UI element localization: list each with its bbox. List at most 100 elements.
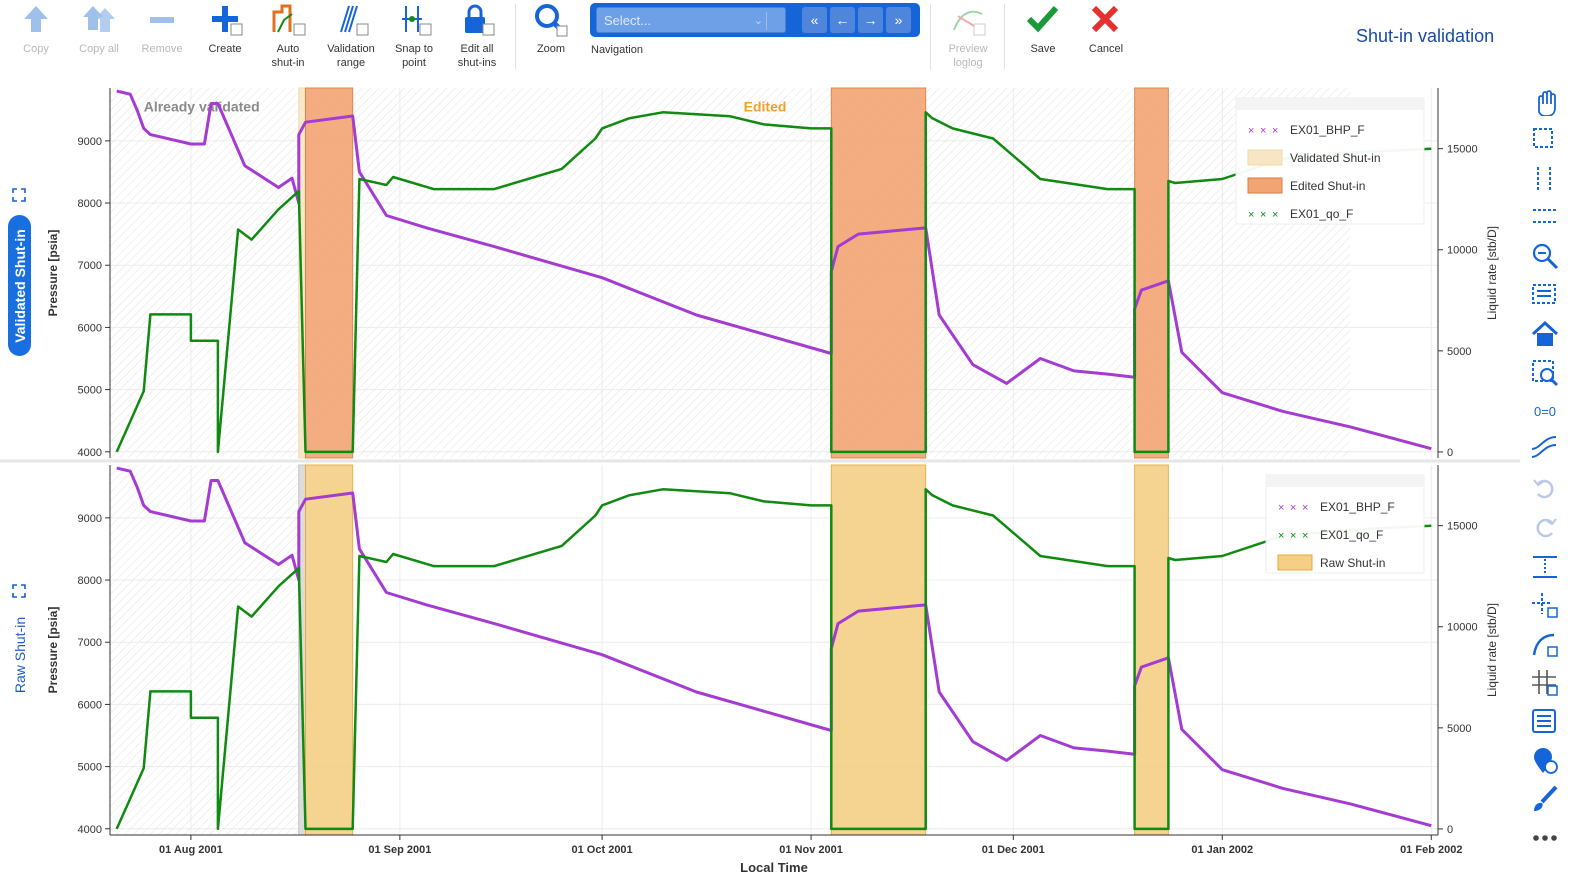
copy-all-button[interactable]: Copy all bbox=[69, 2, 129, 56]
toolbar-button-label: Snap to point bbox=[395, 43, 433, 69]
vertical-range-icon[interactable] bbox=[1530, 552, 1560, 582]
ex01-qo-f-series bbox=[115, 111, 1432, 454]
legend-header bbox=[1236, 98, 1424, 110]
legend-marker: × bbox=[1260, 209, 1266, 221]
zoom-out-icon[interactable] bbox=[1530, 241, 1560, 271]
previous-shutin-button[interactable]: ← bbox=[830, 7, 855, 33]
first-shutin-button[interactable]: « bbox=[802, 7, 827, 33]
auto-shutin-icon bbox=[272, 4, 306, 36]
legend-marker: × bbox=[1302, 530, 1308, 542]
x-axis-label: Local Time bbox=[740, 860, 808, 875]
navigation-select[interactable]: Select... ⌄ bbox=[596, 7, 786, 33]
paint-brush-icon[interactable] bbox=[1530, 784, 1560, 814]
legend-marker: × bbox=[1290, 502, 1296, 514]
minus-icon bbox=[150, 17, 174, 23]
y2-axis-label: Liquid rate [stb/D] bbox=[1485, 226, 1499, 320]
box-zoom-icon[interactable] bbox=[1530, 280, 1560, 310]
undo-icon[interactable] bbox=[1530, 474, 1560, 504]
box-select-icon[interactable] bbox=[1530, 125, 1560, 155]
raw-shutin-band bbox=[1134, 464, 1169, 836]
legend-label: Edited Shut-in bbox=[1290, 179, 1365, 193]
legend-swatch bbox=[1247, 177, 1283, 194]
edited-shutin-band bbox=[304, 87, 354, 459]
navigation-label: Navigation bbox=[591, 44, 643, 56]
chart-validated: Already validated Edited 4000 5000 6000 7000 8… bbox=[46, 87, 1499, 459]
y-tick-label: 6000 bbox=[78, 322, 102, 334]
next-shutin-button[interactable]: → bbox=[858, 7, 883, 33]
x-tick-label: 01 Oct 2001 bbox=[572, 844, 633, 856]
magnifier-icon bbox=[535, 4, 568, 37]
y2-tick-label: 5000 bbox=[1447, 346, 1471, 358]
y-tick-label: 5000 bbox=[78, 762, 102, 774]
y-tick-label: 4000 bbox=[78, 824, 102, 836]
last-shutin-button[interactable]: » bbox=[886, 7, 911, 33]
x-tick-label: 01 Aug 2001 bbox=[159, 844, 223, 856]
navigation-select-placeholder: Select... bbox=[604, 13, 651, 28]
chevron-down-icon[interactable]: ⌄ bbox=[753, 15, 763, 27]
legend-table-icon[interactable] bbox=[1530, 707, 1560, 737]
zero-equals-zero-icon[interactable]: 0=0 bbox=[1530, 396, 1560, 426]
expand-icon[interactable] bbox=[12, 584, 26, 598]
y2-tick-label: 5000 bbox=[1447, 723, 1471, 735]
hover-curve-icon[interactable] bbox=[1530, 629, 1560, 659]
x-range-select-icon[interactable] bbox=[1530, 164, 1560, 194]
toolbar-button-label: Copy all bbox=[79, 43, 119, 55]
y-tick-label: 7000 bbox=[78, 637, 102, 649]
preview-loglog-button[interactable]: Preview loglog bbox=[938, 2, 998, 70]
toolbar-separator bbox=[930, 4, 931, 70]
remove-button[interactable]: Remove bbox=[132, 2, 192, 56]
y-tick-label: 9000 bbox=[78, 513, 102, 525]
toolbar-button-label: Save bbox=[1030, 43, 1056, 55]
edit-all-shut-ins-button[interactable]: Edit all shut-ins bbox=[447, 2, 507, 70]
grid-icon[interactable] bbox=[1530, 668, 1560, 698]
x-tick-label: 01 Dec 2001 bbox=[982, 844, 1045, 856]
toolbar-button-label: Preview loglog bbox=[948, 43, 988, 69]
create-button[interactable]: Create bbox=[195, 2, 255, 56]
home-icon[interactable] bbox=[1530, 319, 1560, 349]
validation-range-button[interactable]: Validation range bbox=[321, 2, 381, 70]
zoom-to-fit-icon[interactable] bbox=[1530, 358, 1560, 388]
legend-header bbox=[1266, 475, 1424, 487]
y2-tick-label: 0 bbox=[1447, 447, 1453, 459]
curve-smooth-icon[interactable] bbox=[1530, 435, 1560, 465]
tab-validated-shutin[interactable]: Validated Shut-in bbox=[8, 215, 31, 356]
chart-legend: × × × EX01_BHP_F × × × EX01_qo_F Raw Shut-in bbox=[1265, 474, 1425, 574]
x-tick-label: 01 Sep 2001 bbox=[368, 844, 431, 856]
legend-marker: × bbox=[1248, 209, 1254, 221]
edited-shutin-band bbox=[1134, 87, 1169, 459]
y-tick-label: 6000 bbox=[78, 699, 102, 711]
annotation-label: Edited bbox=[744, 99, 787, 115]
toolbar-button-label: Cancel bbox=[1088, 43, 1124, 55]
zoom-button[interactable]: Zoom bbox=[521, 2, 581, 56]
y2-tick-label: 10000 bbox=[1447, 245, 1478, 257]
more-icon[interactable] bbox=[1530, 823, 1560, 853]
toolbar-button-label: Remove bbox=[141, 43, 183, 55]
lock-icon bbox=[465, 4, 495, 36]
crosshair-icon[interactable] bbox=[1530, 590, 1560, 620]
raw-shutin-band bbox=[304, 464, 354, 836]
legend-marker: × bbox=[1260, 125, 1266, 137]
y-range-select-icon[interactable] bbox=[1530, 202, 1560, 232]
checkmark-icon bbox=[1026, 5, 1059, 33]
y2-tick-label: 15000 bbox=[1447, 521, 1478, 533]
y-tick-label: 8000 bbox=[78, 575, 102, 587]
copy-button[interactable]: Copy bbox=[6, 2, 66, 56]
legend-marker: × bbox=[1272, 125, 1278, 137]
annotation-label: Already validated bbox=[144, 99, 260, 115]
auto-shut-in-button[interactable]: Auto shut-in bbox=[258, 2, 318, 70]
y-axis-label: Pressure [psia] bbox=[46, 230, 60, 317]
pan-icon[interactable] bbox=[1530, 86, 1560, 116]
y-tick-label: 5000 bbox=[78, 385, 102, 397]
snap-to-point-button[interactable]: Snap to point bbox=[384, 2, 444, 70]
legend-label: EX01_BHP_F bbox=[1290, 123, 1365, 137]
cancel-button[interactable]: Cancel bbox=[1076, 2, 1136, 56]
toolbar-button-label: Edit all shut-ins bbox=[457, 43, 497, 69]
save-button[interactable]: Save bbox=[1013, 2, 1073, 56]
y-tick-label: 4000 bbox=[78, 447, 102, 459]
redo-icon[interactable] bbox=[1530, 513, 1560, 543]
location-clock-icon[interactable] bbox=[1530, 746, 1560, 776]
snap-to-point-icon bbox=[402, 6, 432, 36]
chart-legend: × × × EX01_BHP_F Validated Shut-in Edited Shu… bbox=[1235, 97, 1425, 225]
select-divider bbox=[766, 12, 767, 30]
expand-icon[interactable] bbox=[12, 188, 26, 202]
